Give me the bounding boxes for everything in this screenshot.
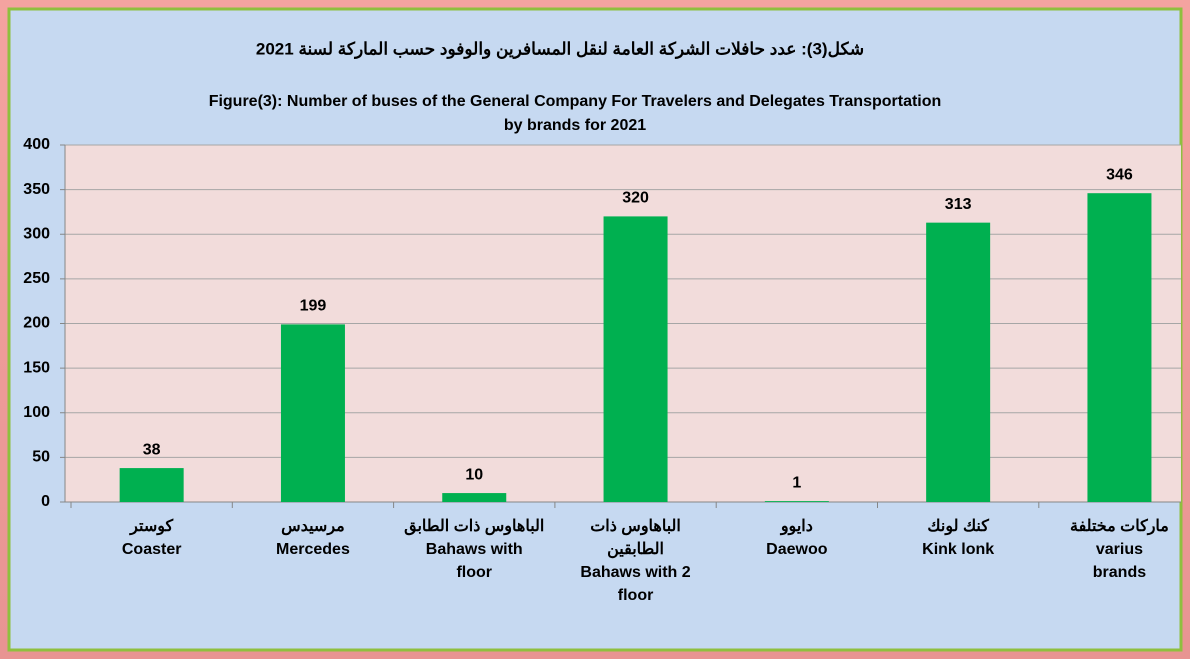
x-tick-label: varius	[1096, 541, 1143, 558]
bar	[280, 324, 345, 502]
y-tick-label: 400	[23, 136, 50, 153]
bar	[603, 216, 668, 502]
chart-title: Figure(3): Number of buses of the Genera…	[209, 93, 942, 110]
bar	[442, 493, 507, 502]
x-tick-label: الباهاوس ذات	[590, 518, 681, 536]
y-tick-label: 150	[23, 359, 50, 376]
x-tick-label: Daewoo	[766, 541, 828, 558]
y-tick-label: 250	[23, 270, 50, 287]
x-tick-label: كنك لونك	[927, 518, 989, 536]
x-tick-label: Kink lonk	[922, 541, 994, 558]
data-label: 199	[300, 298, 327, 315]
data-label: 320	[622, 190, 649, 207]
x-tick-label: brands	[1093, 564, 1146, 581]
data-label: 313	[945, 196, 972, 213]
arabic-title: شكل(3): عدد حافلات الشركة العامة لنقل ال…	[256, 39, 864, 59]
x-tick-label: كوستر	[129, 518, 173, 536]
y-tick-label: 350	[23, 181, 50, 198]
bar	[119, 468, 184, 502]
bar	[764, 501, 829, 502]
chart-title: by brands for 2021	[504, 117, 646, 134]
y-tick-label: 0	[41, 493, 50, 510]
x-tick-label: floor	[456, 564, 492, 581]
x-tick-label: مرسيدس	[281, 518, 345, 536]
x-tick-label: Mercedes	[276, 541, 350, 558]
x-tick-label: دايوو	[780, 518, 813, 536]
data-label: 1	[792, 474, 801, 491]
x-tick-label: الباهاوس ذات الطابق	[404, 518, 544, 536]
bar	[926, 222, 991, 502]
y-tick-label: 200	[23, 315, 50, 332]
data-label: 10	[465, 466, 483, 483]
x-tick-label: Bahaws with 2	[580, 564, 690, 581]
x-tick-label: ماركات مختلفة	[1070, 518, 1169, 536]
y-tick-label: 50	[32, 449, 50, 466]
y-tick-label: 300	[23, 225, 50, 242]
data-label: 346	[1106, 166, 1133, 183]
x-tick-label: الطابقين	[607, 541, 664, 559]
x-tick-label: Coaster	[122, 541, 182, 558]
bar	[1087, 193, 1152, 502]
y-tick-label: 100	[23, 404, 50, 421]
data-label: 38	[143, 441, 161, 458]
x-tick-label: floor	[618, 587, 654, 604]
x-tick-label: Bahaws with	[426, 541, 523, 558]
